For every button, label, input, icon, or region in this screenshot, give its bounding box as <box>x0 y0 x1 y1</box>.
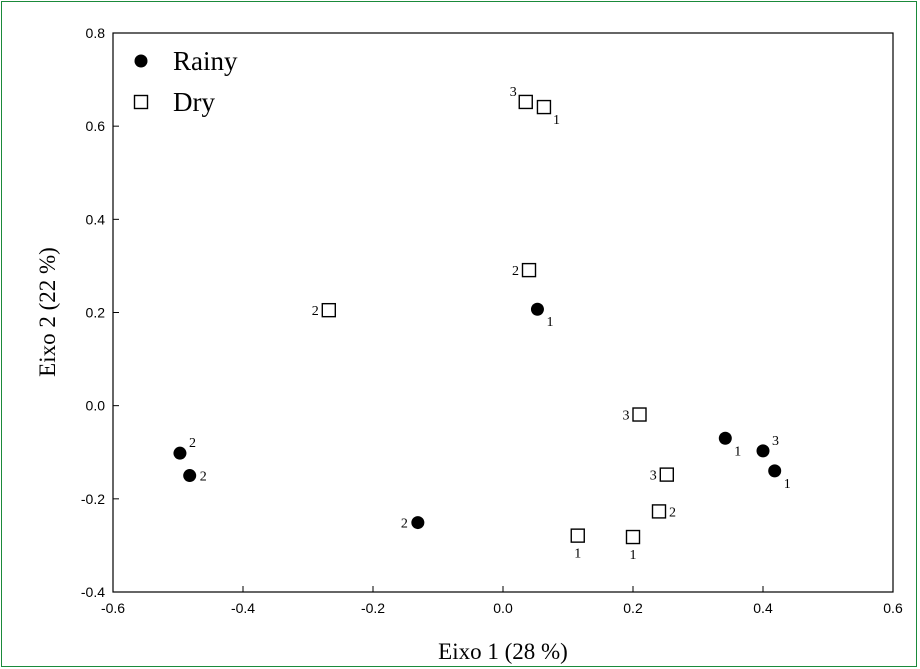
y-axis-title: Eixo 2 (22 %) <box>35 247 60 377</box>
legend: Rainy Dry <box>133 46 238 117</box>
y-tick-label: 0.4 <box>86 211 106 227</box>
point-label: 2 <box>669 505 676 520</box>
dry-point <box>651 504 667 519</box>
dry-point <box>625 529 641 545</box>
point-label: 1 <box>630 548 637 563</box>
y-tick-label: 0.8 <box>86 25 106 41</box>
y-tick-label: 0.2 <box>86 305 106 321</box>
x-tick-label: 0.6 <box>883 600 903 616</box>
rainy-point <box>768 464 782 478</box>
dry-point <box>536 99 552 115</box>
legend-label: Rainy <box>173 46 238 76</box>
point-label: 2 <box>200 470 207 485</box>
dry-point <box>632 407 647 422</box>
point-label: 2 <box>401 517 408 532</box>
rainy-point <box>756 444 770 458</box>
rainy-point <box>173 446 187 460</box>
point-label: 1 <box>553 113 560 128</box>
x-axis-title: Eixo 1 (28 %) <box>438 639 568 664</box>
dry-point <box>659 467 674 482</box>
x-tick-label: -0.4 <box>231 600 255 616</box>
dry-point <box>521 262 537 278</box>
y-tick-label: 0.6 <box>86 118 106 134</box>
y-tick-label: -0.4 <box>81 584 105 600</box>
x-tick-label: -0.6 <box>101 600 125 616</box>
dry-point <box>321 302 336 318</box>
point-label: 2 <box>312 304 319 319</box>
legend-dry-marker <box>133 94 149 110</box>
point-label: 2 <box>512 264 519 279</box>
point-label: 1 <box>574 547 581 562</box>
point-label: 3 <box>510 85 517 100</box>
rainy-point <box>411 516 425 530</box>
point-label: 3 <box>650 469 657 484</box>
dry-point <box>518 94 533 110</box>
point-label: 3 <box>772 434 779 449</box>
x-tick-label: 0.2 <box>623 600 643 616</box>
rainy-point <box>530 302 544 316</box>
legend-label: Dry <box>173 87 215 117</box>
x-tick-label: 0.0 <box>493 600 513 616</box>
rainy-point <box>183 469 197 483</box>
point-label: 3 <box>623 409 630 424</box>
legend-rainy-marker <box>134 54 148 68</box>
point-label: 1 <box>784 477 791 492</box>
y-tick-label: -0.2 <box>81 491 105 507</box>
x-tick-label: -0.2 <box>361 600 385 616</box>
x-tick-label: 0.4 <box>753 600 773 616</box>
point-label: 2 <box>189 436 196 451</box>
y-tick-label: 0.0 <box>86 398 106 414</box>
dry-point <box>570 528 585 543</box>
point-label: 1 <box>734 444 741 459</box>
point-label: 1 <box>546 315 553 330</box>
rainy-point <box>718 431 732 445</box>
plot-area <box>112 32 894 593</box>
